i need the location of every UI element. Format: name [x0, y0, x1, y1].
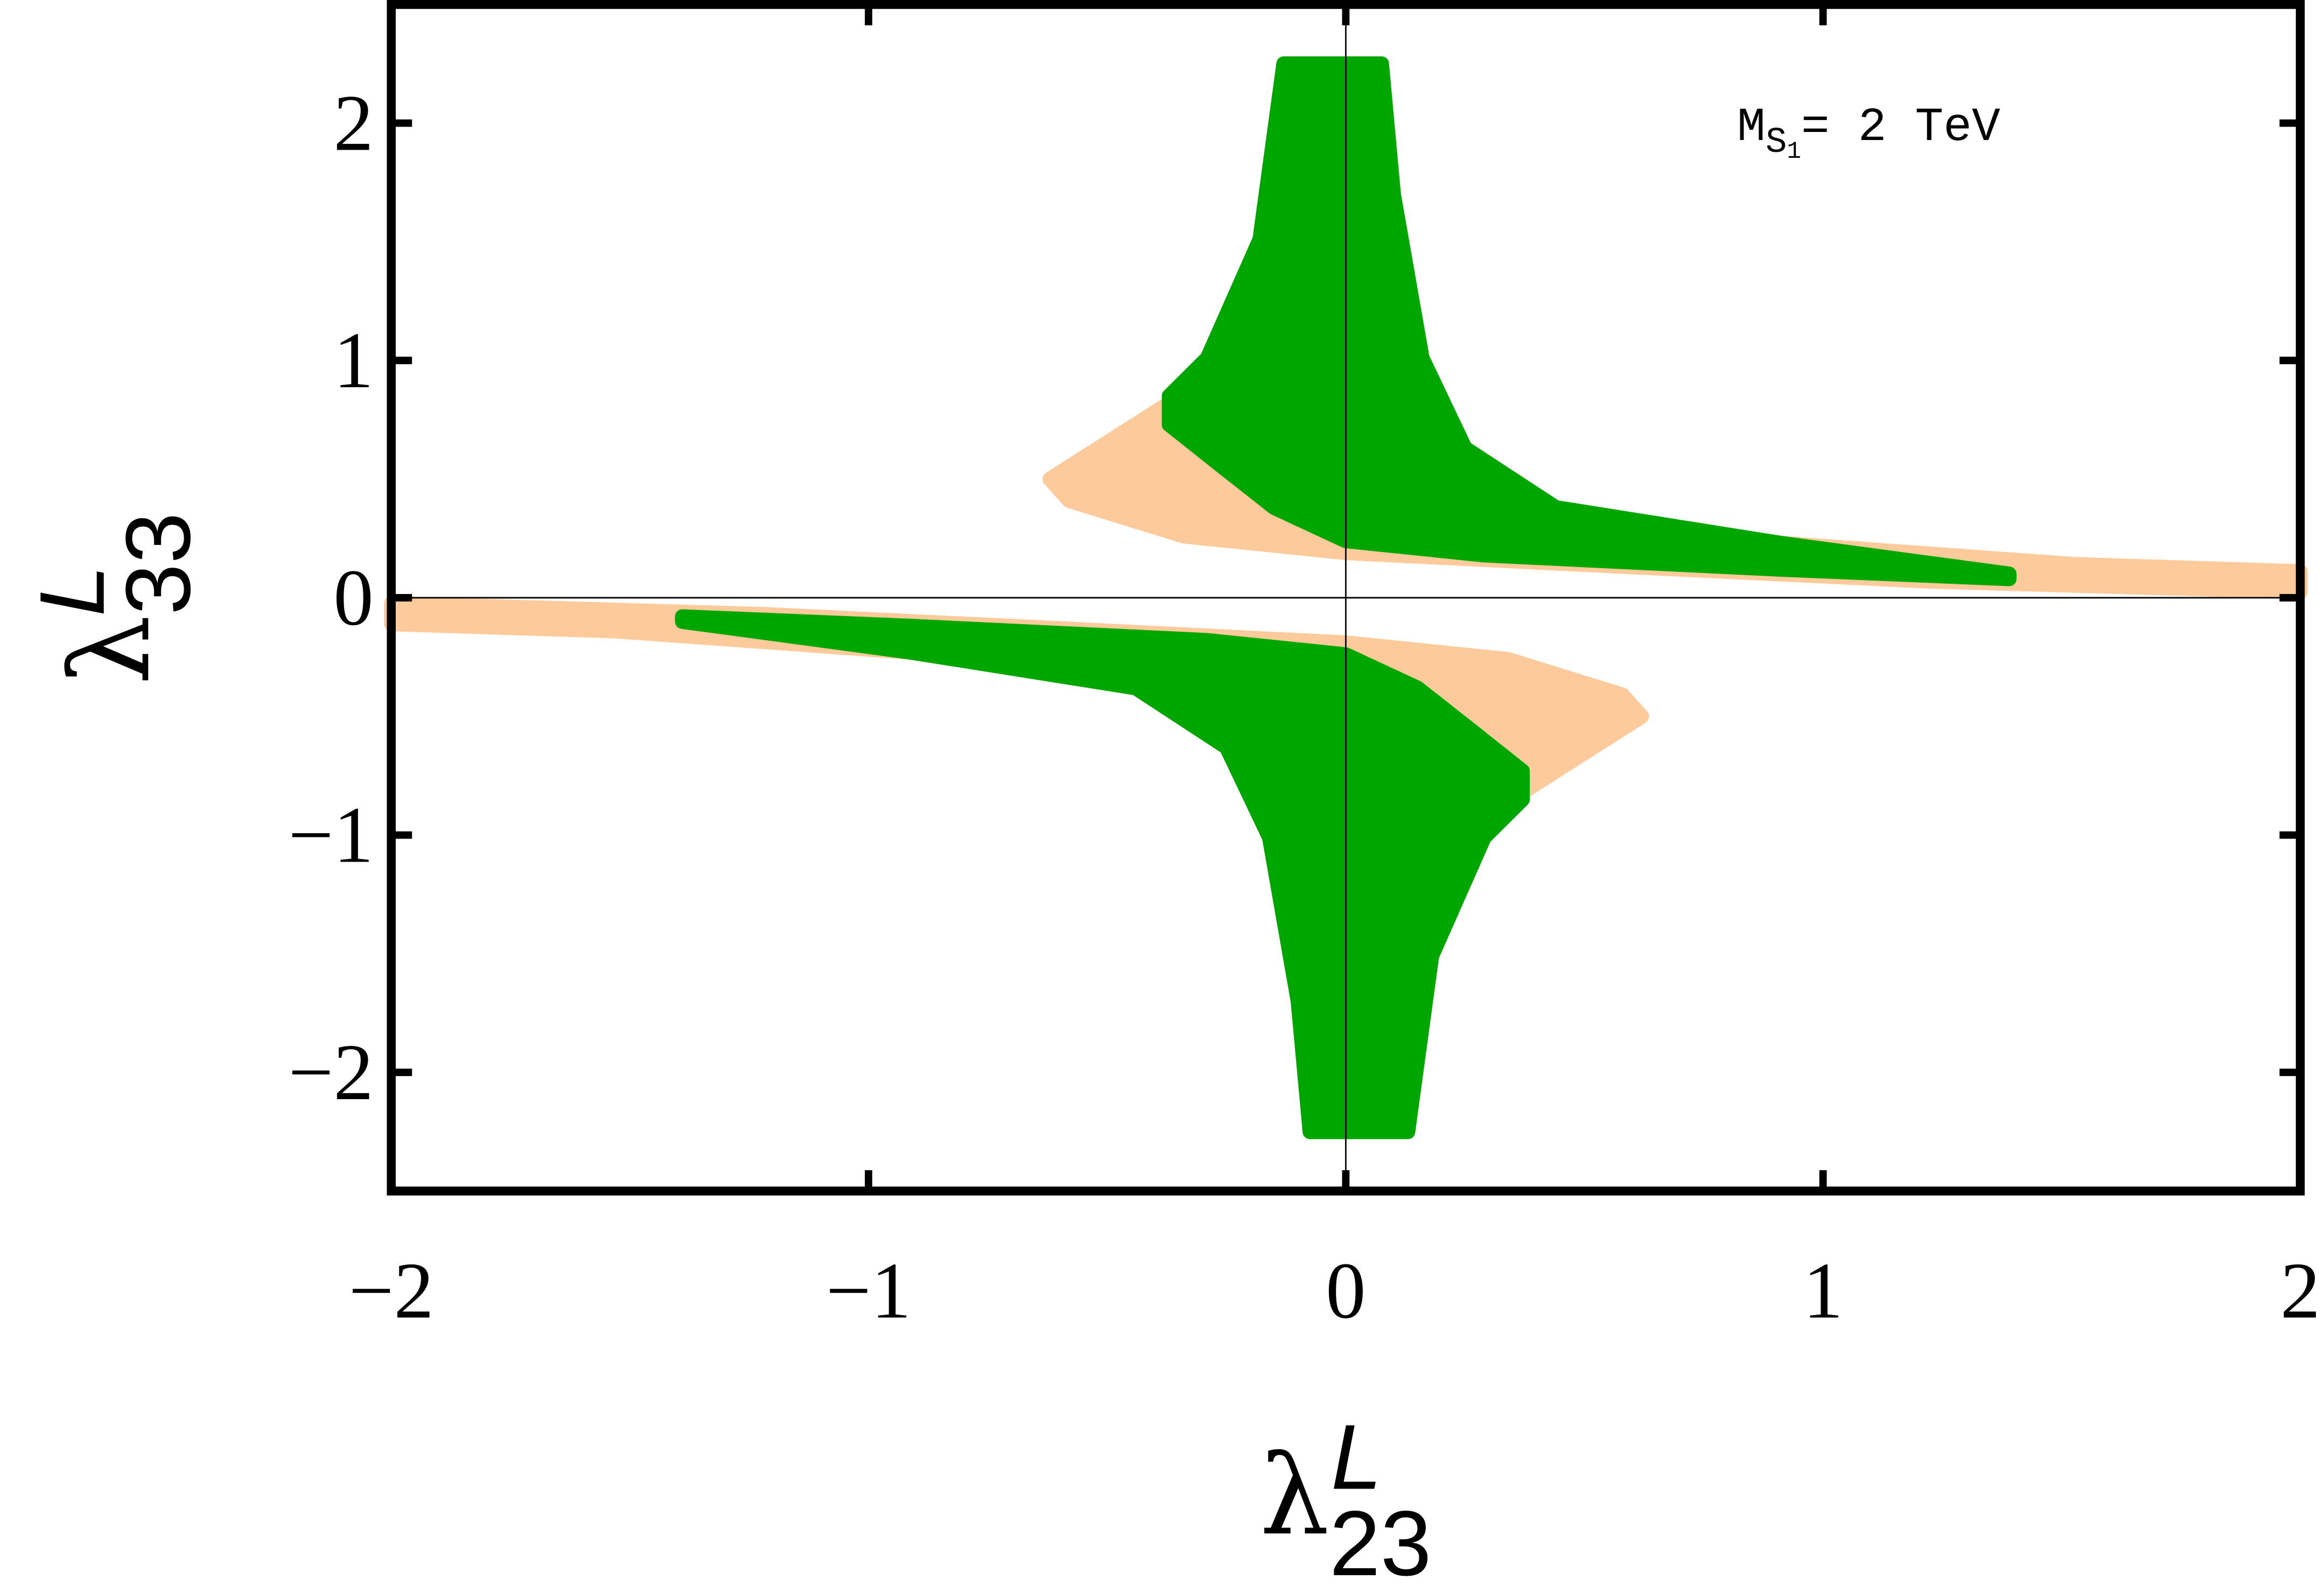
- label-symbol: λ: [47, 615, 174, 685]
- x-axis-label: λ23: [1260, 1432, 1432, 1593]
- annotation-part: M: [1737, 101, 1766, 155]
- y-tick-label: 0: [333, 553, 373, 642]
- region: [1161, 56, 2017, 586]
- x-tick-label: −2: [349, 1246, 434, 1335]
- annotation-part: = 2 TeV: [1801, 101, 2000, 155]
- y-tick-label: −2: [289, 1028, 374, 1117]
- y-tick-label: 1: [333, 316, 373, 405]
- x-tick-label: 2: [2280, 1246, 2320, 1335]
- x-tick-label: −1: [826, 1246, 911, 1335]
- y-tick-label: 2: [333, 79, 373, 167]
- label-symbol: λ: [1260, 1432, 1329, 1560]
- label-sup: L: [1331, 1406, 1382, 1508]
- label-sub: 33: [107, 512, 210, 615]
- label-sup: L: [21, 565, 124, 616]
- annotation-part: 1: [1787, 138, 1801, 165]
- y-axis-label: λ33: [47, 512, 210, 684]
- region: [675, 609, 1530, 1140]
- x-tick-label: 0: [1326, 1246, 1366, 1335]
- plot-frame: [387, 0, 2305, 1196]
- label-sub: 23: [1329, 1492, 1432, 1593]
- x-tick-label: 1: [1803, 1246, 1843, 1335]
- annotation: MS1= 2 TeV: [1737, 101, 2000, 165]
- annotation-part: S: [1766, 122, 1787, 163]
- y-tick-label: −1: [289, 791, 374, 879]
